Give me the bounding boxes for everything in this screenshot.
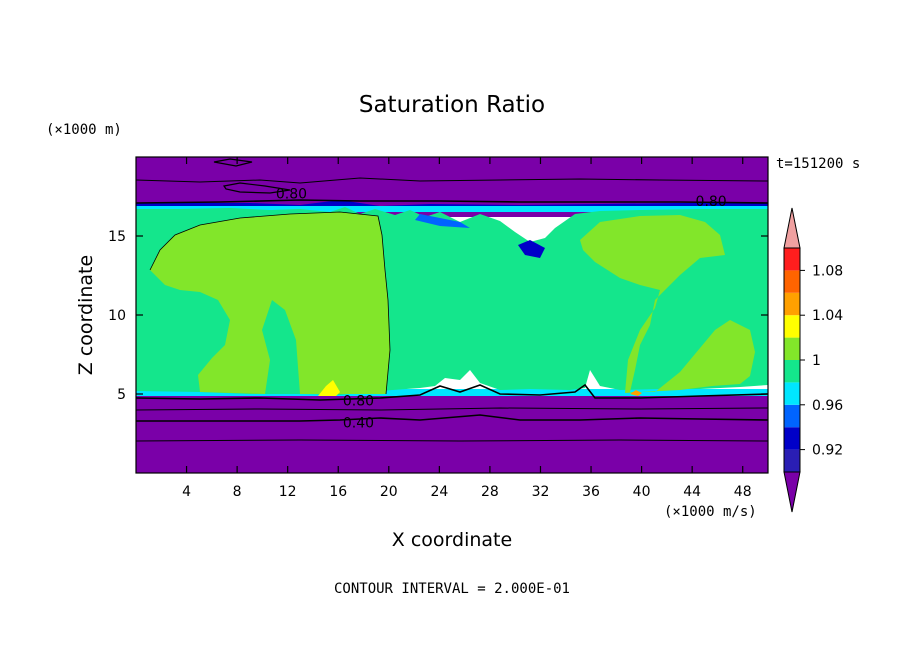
contour-lower-thin2 <box>136 439 768 442</box>
y-tick-label: 15 <box>108 229 126 245</box>
colorbar-label: 0.92 <box>812 443 843 459</box>
x-tick-label: 12 <box>279 484 297 500</box>
time-label: t=151200 s <box>776 156 860 172</box>
contour-labels: 0.80 0.80 0.80 0.40 <box>276 186 727 431</box>
x-axis: 4 8 12 16 20 24 28 32 36 40 44 48 <box>182 157 752 500</box>
contour-label: 0.80 <box>343 393 374 409</box>
contour-lower-thin1 <box>136 407 768 411</box>
top-blue-patch <box>518 240 545 258</box>
colorbar: 0.92 0.96 1 1.04 1.08 <box>783 207 843 513</box>
y-unit-label: (×1000 m) <box>46 122 122 138</box>
contour-left-lobe <box>149 211 391 395</box>
x-axis-label: X coordinate <box>392 529 512 551</box>
colorbar-extend-high <box>783 207 801 249</box>
x-tick-label: 44 <box>683 484 701 500</box>
x-tick-label: 8 <box>233 484 242 500</box>
contour-upper-thin <box>136 177 768 184</box>
dry-lower-layer <box>136 390 768 473</box>
contour-interval-footer: CONTOUR INTERVAL = 2.000E-01 <box>334 581 570 597</box>
x-tick-label: 20 <box>380 484 398 500</box>
contour-lower-080 <box>136 383 768 401</box>
contour-label: 0.40 <box>343 415 374 431</box>
colorbar-segment <box>784 449 800 472</box>
colorbar-segment <box>784 404 800 428</box>
y-tick-label: 5 <box>117 387 126 403</box>
x-tick-label: 48 <box>734 484 752 500</box>
contour-label: 0.80 <box>276 186 307 202</box>
colorbar-segment <box>784 382 800 405</box>
contour-lower-040 <box>136 414 768 422</box>
contour-upper-080 <box>136 199 768 204</box>
y-tick-label: 10 <box>108 308 126 324</box>
plot-area <box>136 157 768 473</box>
colorbar-segment <box>784 337 800 360</box>
contour-label: 0.80 <box>696 194 727 210</box>
colorbar-segment <box>784 292 800 316</box>
colorbar-label: 1 <box>812 353 821 369</box>
colorbar-label: 1.08 <box>812 263 843 279</box>
x-tick-label: 16 <box>329 484 347 500</box>
x-unit-label: (×1000 m/s) <box>664 504 757 520</box>
contour-top-closed <box>213 158 253 167</box>
yellow-spot <box>318 380 340 396</box>
x-tick-label: 36 <box>582 484 600 500</box>
x-tick-label: 40 <box>633 484 651 500</box>
x-tick-label: 24 <box>430 484 448 500</box>
colorbar-label: 1.04 <box>812 308 843 324</box>
colorbar-segment <box>784 360 800 383</box>
x-tick-label: 32 <box>532 484 550 500</box>
chart-title: Saturation Ratio <box>359 92 545 118</box>
colorbar-segment <box>784 248 800 271</box>
colorbar-segment <box>784 270 800 293</box>
orange-spot <box>630 390 642 396</box>
x-tick-label: 4 <box>182 484 191 500</box>
colorbar-label: 0.96 <box>812 398 843 414</box>
right-supersat-region <box>580 215 755 393</box>
x-tick-label: 28 <box>481 484 499 500</box>
left-supersat-region <box>150 212 390 394</box>
y-axis-label: Z coordinate <box>75 255 97 375</box>
colorbar-extend-low <box>783 471 801 513</box>
y-axis: 5 10 15 <box>108 229 768 403</box>
top-blue-streak <box>415 214 470 228</box>
contour-upper-closed <box>222 182 291 194</box>
colorbar-segment <box>784 315 800 338</box>
colorbar-segment <box>784 427 800 450</box>
